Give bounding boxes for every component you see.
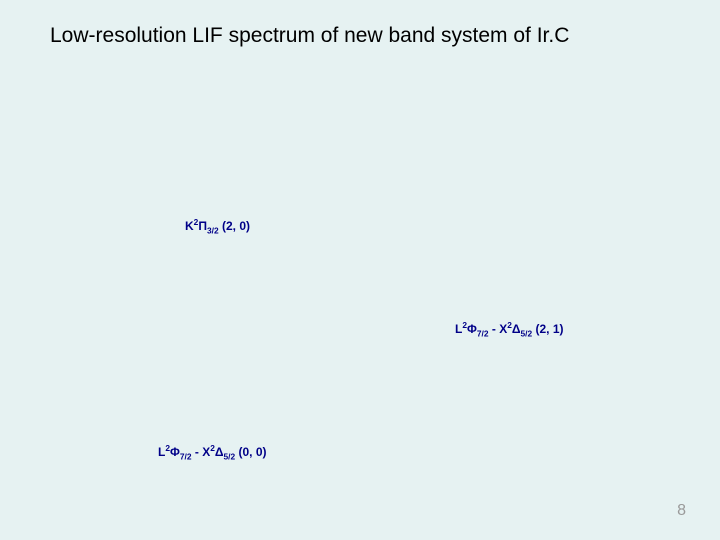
spectrum-label-l-right: L2Φ7/2 - X2Δ5/2 (2, 1) (455, 322, 564, 336)
page-number: 8 (677, 502, 686, 520)
slide-title: Low-resolution LIF spectrum of new band … (50, 24, 569, 48)
spectrum-label-l-left: L2Φ7/2 - X2Δ5/2 (0, 0) (158, 445, 267, 459)
spectrum-label-k: K2Π3/2 (2, 0) (185, 219, 250, 233)
